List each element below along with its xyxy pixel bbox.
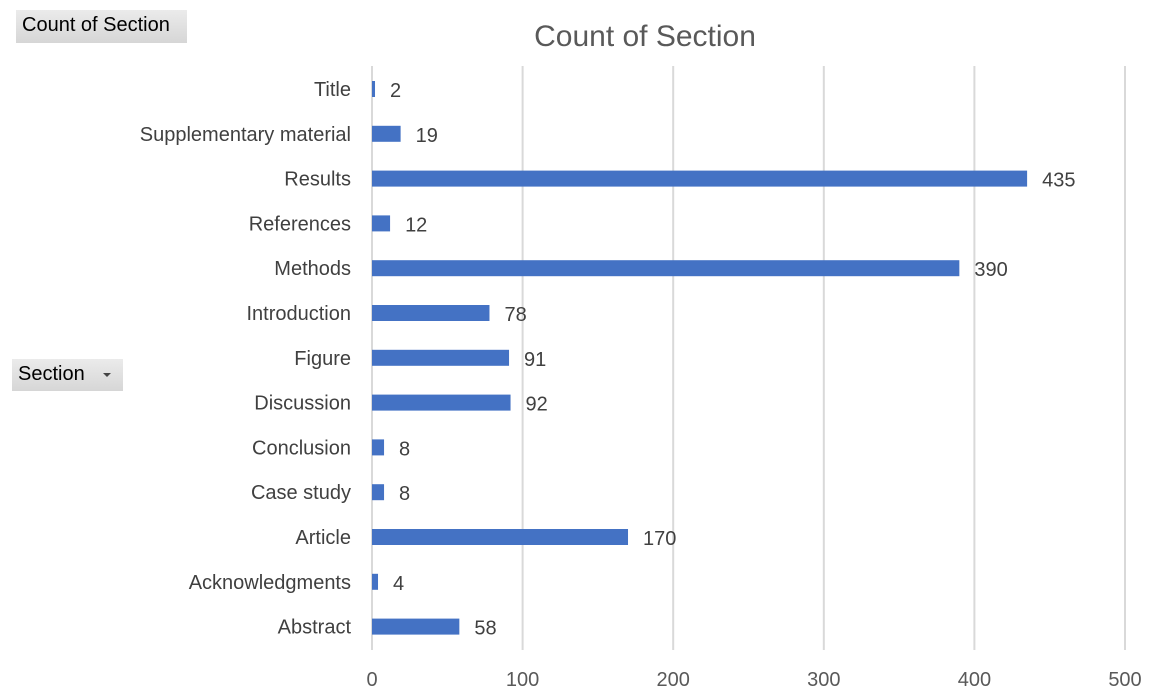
x-tick-label: 100 bbox=[506, 669, 539, 691]
bar[interactable] bbox=[372, 529, 629, 545]
category-label: Case study bbox=[251, 482, 351, 504]
bar[interactable] bbox=[372, 170, 1028, 187]
category-label: Conclusion bbox=[252, 437, 351, 459]
value-field-label: Count of Section bbox=[22, 14, 170, 36]
category-label: Figure bbox=[294, 348, 351, 370]
bar-layer bbox=[372, 81, 1028, 635]
bar[interactable] bbox=[372, 618, 460, 635]
chart-title: Count of Section bbox=[534, 20, 756, 53]
data-label: 12 bbox=[405, 214, 427, 236]
data-label: 8 bbox=[399, 438, 410, 460]
data-label: 170 bbox=[643, 528, 676, 550]
category-label: Abstract bbox=[278, 617, 352, 639]
bar[interactable] bbox=[372, 81, 376, 97]
category-label: Article bbox=[295, 527, 351, 549]
category-label: Discussion bbox=[254, 393, 351, 415]
bar[interactable] bbox=[372, 215, 391, 232]
x-tick-label: 500 bbox=[1108, 669, 1141, 691]
data-label: 78 bbox=[504, 304, 526, 326]
bar[interactable] bbox=[372, 260, 960, 277]
value-field-button[interactable]: Count of Section bbox=[16, 10, 187, 43]
category-label: References bbox=[249, 213, 351, 235]
category-label: Methods bbox=[274, 258, 351, 280]
data-label: 8 bbox=[399, 483, 410, 505]
axis-layer: 0 100 200 300 400 500 bbox=[366, 669, 1141, 691]
bar[interactable] bbox=[372, 484, 385, 501]
data-label: 4 bbox=[393, 573, 404, 595]
data-label: 19 bbox=[416, 125, 438, 147]
data-label: 58 bbox=[474, 618, 496, 640]
data-label: 435 bbox=[1042, 170, 1075, 192]
x-tick-label: 0 bbox=[366, 669, 377, 691]
data-label: 390 bbox=[974, 259, 1007, 281]
category-label: Introduction bbox=[246, 303, 351, 325]
x-tick-label: 400 bbox=[958, 669, 991, 691]
row-field-label: Section bbox=[18, 363, 85, 385]
bar[interactable] bbox=[372, 349, 510, 366]
bar[interactable] bbox=[372, 394, 511, 411]
category-label: Acknowledgments bbox=[189, 572, 351, 594]
category-label: Title bbox=[314, 79, 351, 101]
category-label: Results bbox=[284, 169, 351, 191]
bar[interactable] bbox=[372, 573, 379, 590]
data-label: 91 bbox=[524, 349, 546, 371]
label-layer: Title 2 Supplementary material 19 Results 435… bbox=[140, 79, 1076, 640]
bar[interactable] bbox=[372, 439, 385, 456]
dropdown-arrow-icon[interactable] bbox=[103, 373, 111, 377]
data-label: 92 bbox=[526, 394, 548, 416]
bar[interactable] bbox=[372, 125, 401, 142]
x-tick-label: 300 bbox=[807, 669, 840, 691]
x-tick-label: 200 bbox=[657, 669, 690, 691]
row-field-button[interactable]: Section bbox=[12, 359, 123, 391]
data-label: 2 bbox=[390, 80, 401, 102]
bar[interactable] bbox=[372, 305, 490, 321]
category-label: Supplementary material bbox=[140, 124, 351, 146]
